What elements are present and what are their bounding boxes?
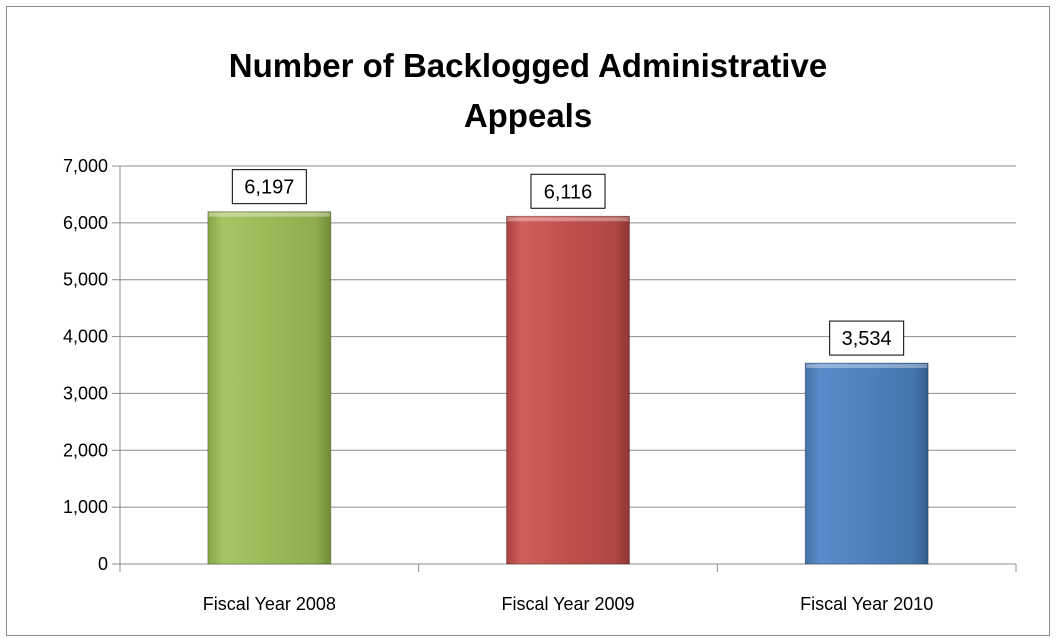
data-label: 6,116 bbox=[544, 181, 593, 203]
bar bbox=[804, 362, 929, 565]
data-label: 3,534 bbox=[842, 328, 892, 350]
data-label-box bbox=[231, 169, 307, 205]
y-tick-label: 2,000 bbox=[63, 440, 108, 460]
y-tick-label: 1,000 bbox=[63, 497, 108, 517]
data-label-box bbox=[829, 320, 905, 356]
data-label: 6,197 bbox=[244, 177, 294, 199]
bar-highlight bbox=[806, 364, 928, 369]
chart-title-line-2: Appeals bbox=[463, 97, 593, 134]
bar bbox=[207, 211, 332, 565]
x-tick-label: Fiscal Year 2009 bbox=[501, 594, 634, 614]
y-tick-label: 4,000 bbox=[63, 327, 108, 347]
bar-highlight bbox=[208, 212, 330, 217]
y-tick-label: 7,000 bbox=[63, 156, 108, 176]
data-label-box bbox=[530, 173, 606, 209]
bar bbox=[506, 215, 630, 565]
x-tick-label: Fiscal Year 2008 bbox=[203, 594, 336, 614]
x-tick-label: Fiscal Year 2010 bbox=[800, 594, 933, 614]
y-tick-label: 3,000 bbox=[63, 383, 108, 403]
chart-title: Number of Backlogged Administrative Appe… bbox=[7, 41, 1049, 141]
y-tick-label: 0 bbox=[98, 554, 108, 574]
bar-highlight bbox=[507, 217, 629, 222]
chart-title-line-1: Number of Backlogged Administrative bbox=[228, 47, 828, 84]
y-tick-label: 6,000 bbox=[63, 213, 108, 233]
y-tick-label: 5,000 bbox=[63, 270, 108, 290]
